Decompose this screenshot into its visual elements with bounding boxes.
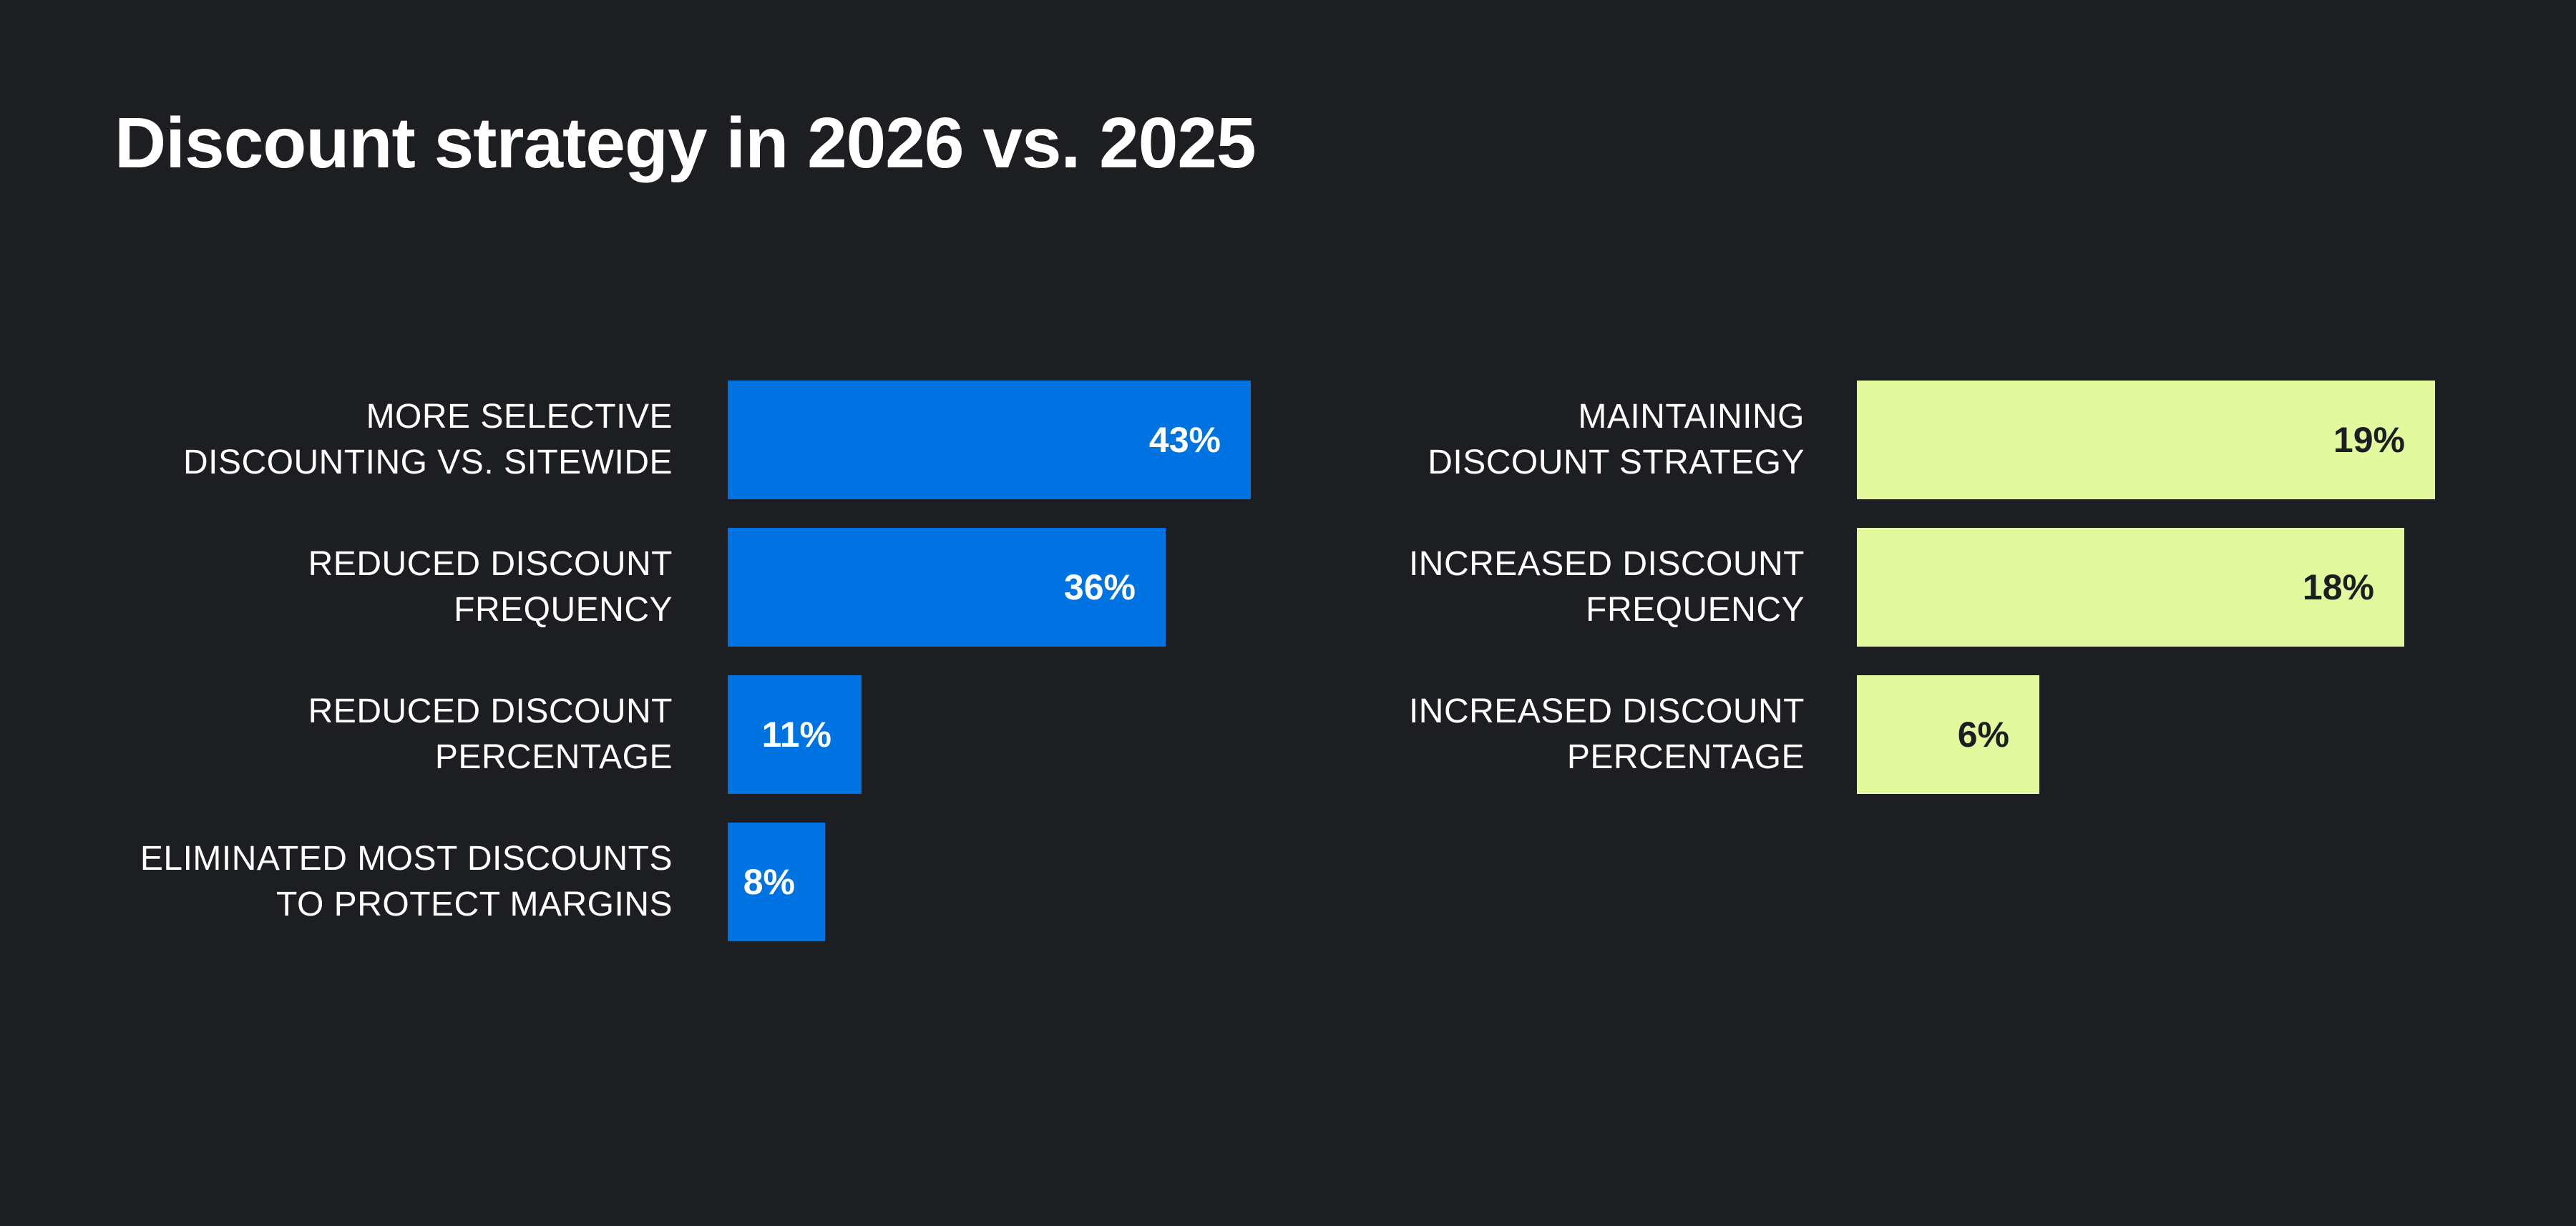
bar-value-label: 8% <box>743 862 795 902</box>
bar-row-left-4: ELIMINATED MOST DISCOUNTS TO PROTECT MARG… <box>0 823 1288 941</box>
category-label-line: MORE SELECTIVE <box>366 398 673 436</box>
bar-row-right-2: INCREASED DISCOUNT FREQUENCY 18% <box>1288 528 2576 647</box>
bar-value-label: 18% <box>2302 567 2374 607</box>
category-label-line: INCREASED DISCOUNT <box>1408 545 1805 583</box>
category-label-line: MAINTAINING <box>1578 398 1805 436</box>
category-label: REDUCED DISCOUNT PERCENTAGE <box>308 675 673 794</box>
bar <box>1857 528 2404 647</box>
category-label-line: TO PROTECT MARGINS <box>276 886 673 923</box>
category-label: INCREASED DISCOUNT FREQUENCY <box>1409 528 1805 647</box>
bar-row-right-1: MAINTAINING DISCOUNT STRATEGY 19% <box>1288 381 2576 499</box>
bar-row-left-3: REDUCED DISCOUNT PERCENTAGE 11% <box>0 675 1288 794</box>
category-label-line: INCREASED DISCOUNT <box>1408 692 1805 730</box>
bar <box>728 381 1251 499</box>
bar <box>728 675 862 794</box>
chart-title: Discount strategy in 2026 vs. 2025 <box>114 103 1257 183</box>
category-label: MAINTAINING DISCOUNT STRATEGY <box>1428 381 1805 499</box>
bar-value-label: 36% <box>1063 567 1136 607</box>
category-label-line: FREQUENCY <box>1586 591 1805 629</box>
bar <box>728 528 1166 647</box>
category-label: MORE SELECTIVE DISCOUNTING VS. SITEWIDE <box>183 381 673 499</box>
bar-value-label: 6% <box>1957 715 2009 755</box>
bar <box>1857 675 2039 794</box>
bar-value-label: 11% <box>761 715 831 755</box>
category-label: INCREASED DISCOUNT PERCENTAGE <box>1409 675 1805 794</box>
bar <box>728 823 825 941</box>
category-label-line: FREQUENCY <box>454 591 673 629</box>
category-label-line: ELIMINATED MOST DISCOUNTS <box>140 840 673 878</box>
chart-panel-right: MAINTAINING DISCOUNT STRATEGY 19% INCREASED… <box>1288 381 2576 953</box>
category-label-line: REDUCED DISCOUNT <box>308 692 673 730</box>
category-label-line: PERCENTAGE <box>434 738 673 776</box>
category-label-line: REDUCED DISCOUNT <box>308 545 673 583</box>
category-label: REDUCED DISCOUNT FREQUENCY <box>308 528 673 647</box>
bar-row-right-3: INCREASED DISCOUNT PERCENTAGE 6% <box>1288 675 2576 794</box>
chart-panel-left: MORE SELECTIVE DISCOUNTING VS. SITEWIDE 43… <box>0 381 1288 953</box>
category-label-line: PERCENTAGE <box>1566 738 1805 776</box>
bar-value-label: 43% <box>1148 420 1221 460</box>
category-label-line: DISCOUNT STRATEGY <box>1428 443 1805 481</box>
category-label: ELIMINATED MOST DISCOUNTS TO PROTECT MARG… <box>140 823 673 941</box>
bar-row-left-2: REDUCED DISCOUNT FREQUENCY 36% <box>0 528 1288 647</box>
bar-value-label: 19% <box>2333 420 2405 460</box>
bar-row-left-1: MORE SELECTIVE DISCOUNTING VS. SITEWIDE 43… <box>0 381 1288 499</box>
category-label-line: DISCOUNTING VS. SITEWIDE <box>182 443 673 481</box>
bar <box>1857 381 2435 499</box>
